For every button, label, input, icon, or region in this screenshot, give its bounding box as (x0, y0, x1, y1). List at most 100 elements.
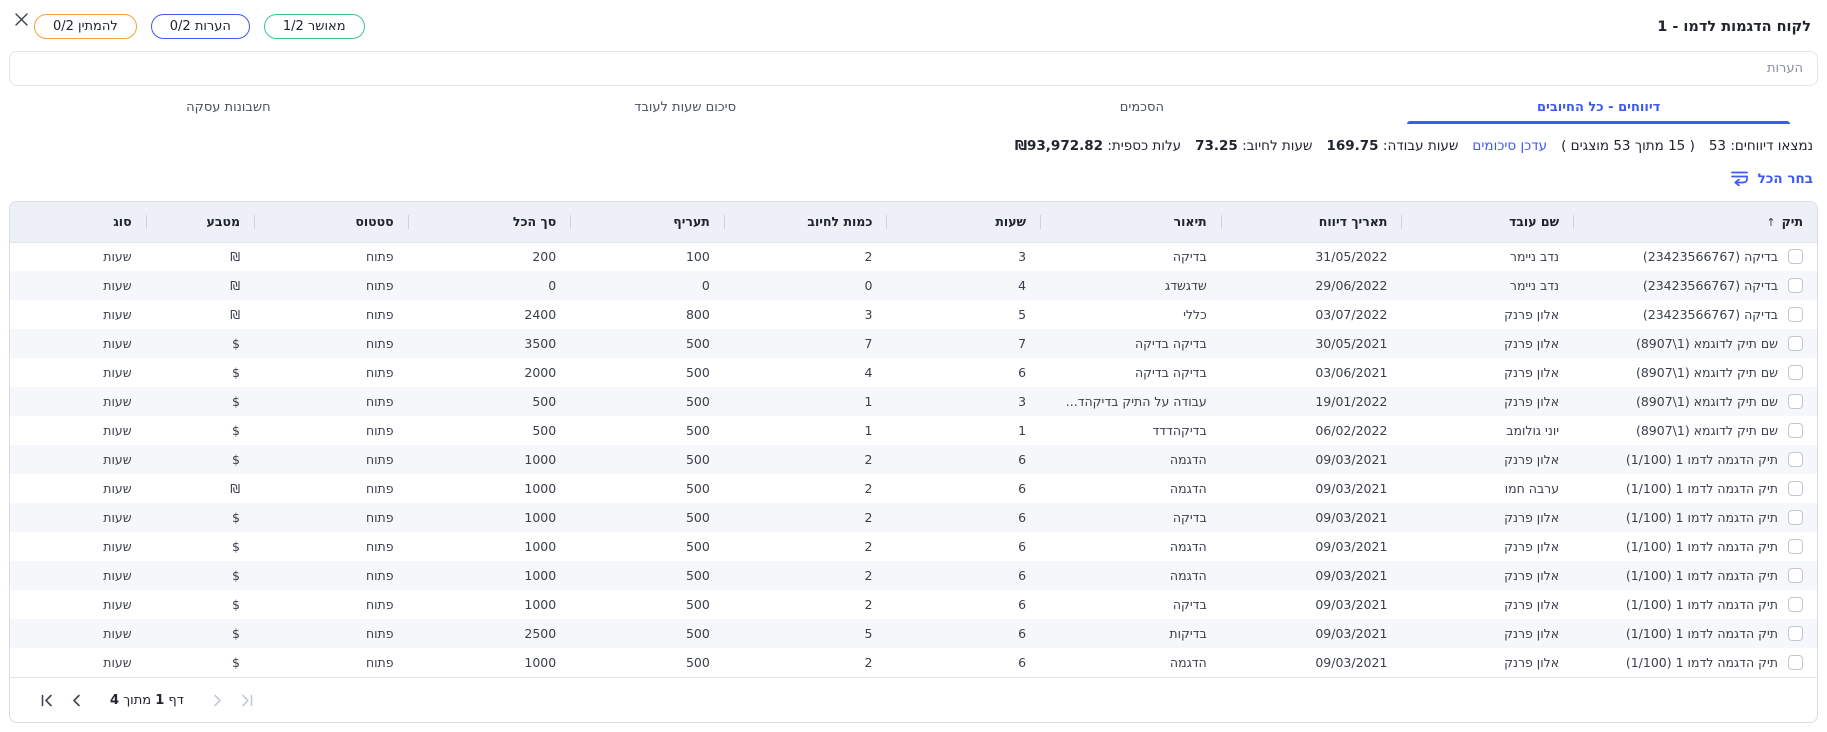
pagination-next-button[interactable] (64, 687, 90, 713)
row-checkbox[interactable] (1788, 307, 1803, 322)
column-header-3[interactable]: תיאור (1040, 202, 1221, 243)
column-header-2[interactable]: תאריך דיווח (1220, 202, 1402, 243)
billable-hours: שעות לחיוב: 73.25 (1195, 138, 1313, 154)
table-row: תיק הדגמה לדמו 1 (1/100) ערבה חמו 09/03/20… (10, 474, 1817, 503)
table-row: בדיקה (23423566767) אלון פרנק 03/07/2022 כל… (10, 300, 1817, 329)
status-pill-waiting[interactable]: להמתין 0/2 (34, 14, 137, 39)
table-row: תיק הדגמה לדמו 1 (1/100) אלון פרנק 09/03/2… (10, 532, 1817, 561)
work-hours: שעות עבודה: 169.75 (1326, 138, 1459, 154)
case-name: בדיקה (23423566767) (1642, 307, 1778, 322)
row-checkbox[interactable] (1788, 481, 1803, 496)
row-checkbox[interactable] (1788, 365, 1803, 380)
column-header-1[interactable]: שם עובד (1401, 202, 1574, 243)
status-pill-comments[interactable]: הערות 0/2 (150, 14, 250, 39)
shown-count: ( 15 מתוך 53 מוצגים ) (1561, 138, 1695, 154)
tab-2[interactable]: סיכום שעות לעובד (634, 100, 736, 115)
table-body: בדיקה (23423566767) נדב ניימר 31/05/2022 בד… (10, 242, 1817, 677)
dialog-header: לקוח הדגמות לדמו - 1 מאושר 1/2 הערות 0/2 ל… (0, 0, 1827, 39)
table-row: תיק הדגמה לדמו 1 (1/100) אלון פרנק 09/03/2… (10, 590, 1817, 619)
column-header-6[interactable]: תעריף (570, 202, 724, 243)
case-name: שם תיק לדוגמא (1\8907) (1635, 394, 1778, 409)
select-all-button[interactable]: בחר הכל (1757, 170, 1813, 187)
column-separator (1220, 215, 1222, 229)
row-checkbox[interactable] (1788, 249, 1803, 265)
column-header-9[interactable]: מטבע (145, 202, 254, 243)
case-name: תיק הדגמה לדמו 1 (1/100) (1625, 568, 1778, 583)
table-row: שם תיק לדוגמא (1\8907) יוני גולומב 06/02/2… (10, 416, 1817, 445)
row-checkbox[interactable] (1788, 539, 1803, 554)
table-row: תיק הדגמה לדמו 1 (1/100) אלון פרנק 09/03/2… (10, 561, 1817, 590)
table-header-row: תיק↑ שם עובד תאריך דיווח תיאור שעות כמות לחיו… (10, 202, 1817, 243)
row-checkbox[interactable] (1788, 626, 1803, 641)
table-row: בדיקה (23423566767) נדב ניימר 29/06/2022 שד… (10, 271, 1817, 300)
select-all-icon[interactable] (1730, 170, 1749, 187)
case-name: תיק הדגמה לדמו 1 (1/100) (1625, 539, 1778, 554)
column-separator (254, 215, 255, 229)
case-name: תיק הדגמה לדמו 1 (1/100) (1625, 597, 1778, 612)
table-row: שם תיק לדוגמא (1\8907) אלון פרנק 03/06/202… (10, 358, 1817, 387)
monetary-cost: עלות כספית: ₪93,972.82 (1014, 138, 1182, 154)
row-checkbox[interactable] (1788, 278, 1803, 293)
column-separator (145, 215, 147, 229)
case-name: תיק הדגמה לדמו 1 (1/100) (1625, 452, 1778, 467)
row-checkbox[interactable] (1788, 597, 1803, 612)
column-header-5[interactable]: כמות לחיוב (723, 202, 887, 243)
pagination-first-button (234, 687, 260, 713)
table-row: תיק הדגמה לדמו 1 (1/100) אלון פרנק 09/03/2… (10, 619, 1817, 648)
reports-table: תיק↑ שם עובד תאריך דיווח תיאור שעות כמות לחיו… (9, 201, 1818, 723)
table-row: בדיקה (23423566767) נדב ניימר 31/05/2022 בד… (10, 242, 1817, 271)
status-pill-approved[interactable]: מאושר 1/2 (263, 14, 365, 39)
reports-found: נמצאו דיווחים: 53 (1708, 138, 1813, 154)
column-separator (886, 215, 888, 229)
update-summaries-link[interactable]: עדכן סיכומים (1472, 138, 1548, 154)
row-checkbox[interactable] (1788, 394, 1803, 409)
case-name: תיק הדגמה לדמו 1 (1/100) (1625, 481, 1778, 496)
pagination-status: דף 1 מתוך 4 (110, 692, 184, 708)
sort-ascending-icon: ↑ (1766, 216, 1776, 230)
tab-0[interactable]: דיווחים - כל החיובים (1370, 90, 1827, 124)
summary-bar: נמצאו דיווחים: 53 ( 15 מתוך 53 מוצגים ) … (0, 124, 1827, 154)
table-row: תיק הדגמה לדמו 1 (1/100) אלון פרנק 09/03/2… (10, 445, 1817, 474)
table-row: תיק הדגמה לדמו 1 (1/100) אלון פרנק 09/03/2… (10, 648, 1817, 677)
tab-3[interactable]: חשבונות עסקה (186, 100, 271, 115)
row-checkbox[interactable] (1788, 568, 1803, 583)
row-checkbox[interactable] (1788, 336, 1803, 351)
column-separator (1040, 215, 1042, 229)
column-header-4[interactable]: שעות (886, 202, 1041, 243)
case-name: שם תיק לדוגמא (1\8907) (1635, 365, 1778, 380)
column-separator (1401, 215, 1403, 229)
column-header-7[interactable]: סך הכל (407, 202, 571, 243)
page-title: לקוח הדגמות לדמו - 1 (1657, 18, 1811, 35)
table-row: שם תיק לדוגמא (1\8907) אלון פרנק 30/05/202… (10, 329, 1817, 358)
column-header-8[interactable]: סטטוס (254, 202, 408, 243)
notes-input[interactable]: הערות (9, 51, 1818, 86)
tab-1[interactable]: הסכמים (1119, 100, 1164, 115)
column-separator (407, 215, 409, 229)
pagination-last-button[interactable] (34, 687, 60, 713)
table-row: שם תיק לדוגמא (1\8907) אלון פרנק 19/01/202… (10, 387, 1817, 416)
column-separator (570, 215, 572, 229)
pagination-prev-button (204, 687, 230, 713)
column-separator (1573, 215, 1575, 229)
row-checkbox[interactable] (1788, 452, 1803, 467)
column-header-0[interactable]: תיק↑ (1573, 202, 1817, 243)
tab-bar: דיווחים - כל החיובים הסכמים סיכום שעות לעו… (0, 90, 1827, 124)
case-name: תיק הדגמה לדמו 1 (1/100) (1625, 626, 1778, 641)
table-row: תיק הדגמה לדמו 1 (1/100) אלון פרנק 09/03/2… (10, 503, 1817, 532)
notes-placeholder: הערות (1766, 61, 1803, 76)
pagination: דף 1 מתוך 4 (10, 677, 1817, 722)
case-name: תיק הדגמה לדמו 1 (1/100) (1625, 510, 1778, 525)
select-all-row: בחר הכל (0, 154, 1827, 195)
case-name: שם תיק לדוגמא (1\8907) (1635, 423, 1778, 438)
row-checkbox[interactable] (1788, 510, 1803, 525)
case-name: בדיקה (23423566767) (1642, 278, 1778, 293)
close-icon[interactable] (12, 10, 30, 28)
case-name: שם תיק לדוגמא (1\8907) (1635, 336, 1778, 351)
row-checkbox[interactable] (1788, 423, 1803, 438)
case-name: בדיקה (23423566767) (1642, 249, 1778, 265)
status-pills: מאושר 1/2 הערות 0/2 להמתין 0/2 (34, 14, 365, 39)
row-checkbox[interactable] (1788, 655, 1803, 670)
column-header-10[interactable]: סוג (10, 202, 146, 243)
column-separator (723, 215, 725, 229)
